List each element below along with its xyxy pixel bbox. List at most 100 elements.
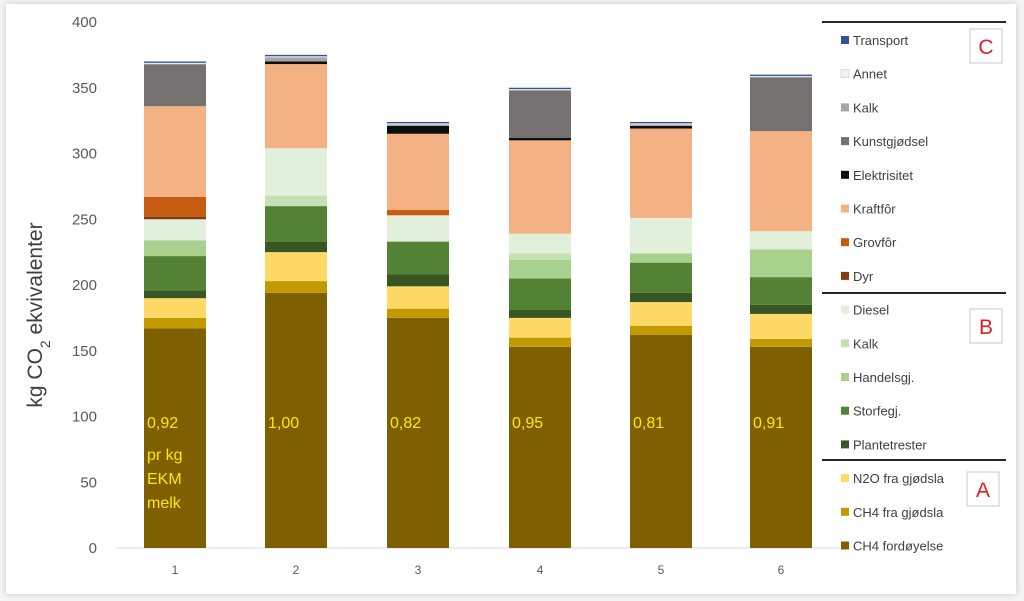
bar-segment	[387, 241, 449, 275]
bar-segment	[144, 317, 206, 329]
bar-segment	[387, 125, 449, 134]
bar-segment	[265, 61, 327, 65]
legend-label: Transport	[853, 33, 909, 48]
legend-label: CH4 fordøyelse	[853, 539, 943, 554]
bar-segment	[264, 55, 328, 58]
group-label: B	[979, 316, 993, 339]
legend-label: Elektrisitet	[853, 168, 913, 183]
bar-segment	[630, 325, 692, 335]
legend-swatch	[841, 406, 849, 415]
legend-swatch	[841, 440, 849, 449]
y-tick-label: 350	[72, 80, 97, 97]
bar-segment	[630, 124, 692, 126]
y-tick-label: 400	[72, 14, 97, 31]
bar-segment	[387, 274, 449, 287]
bar-segment	[630, 217, 692, 254]
bar-segment	[387, 133, 449, 211]
y-tick-label: 150	[72, 343, 97, 360]
y-tick-label: 250	[72, 211, 97, 228]
legend-label: N2O fra gjødsla	[853, 471, 945, 486]
x-tick-label: 6	[778, 563, 785, 577]
bar-annotation: 0,92	[147, 415, 178, 432]
bar-segment	[630, 334, 692, 548]
bar-segment	[630, 128, 692, 218]
y-tick-label: 0	[89, 540, 97, 557]
bar-segment	[387, 215, 449, 242]
bar-segment	[265, 292, 327, 548]
legend-label: Dyr	[853, 269, 874, 284]
bar-segment	[750, 249, 812, 278]
legend-label: Diesel	[853, 303, 889, 318]
legend: Transport Annet Kalk Kunstgjødsel Elektrisit…	[822, 21, 1006, 554]
legend-label: Kunstgjødsel	[853, 134, 928, 149]
bar-segment	[749, 75, 813, 78]
bar-segment	[750, 304, 812, 314]
bar-segment	[509, 317, 571, 338]
legend-label: Plantetrester	[853, 437, 927, 452]
bar-segment	[144, 256, 206, 291]
bar-annotation: 0,95	[512, 415, 543, 432]
legend-swatch	[841, 339, 849, 348]
group-label-box	[969, 308, 1003, 344]
legend-swatch	[841, 238, 849, 247]
bar-annotation: 0,82	[390, 415, 421, 432]
bar-segment	[750, 131, 812, 232]
y-tick-label: 50	[80, 474, 97, 491]
bar-segment	[509, 278, 571, 310]
legend-swatch	[841, 36, 849, 44]
bar-segment	[509, 87, 571, 90]
bar-segment	[750, 74, 812, 76]
legend-swatch	[841, 474, 849, 483]
legend-swatch	[841, 204, 849, 213]
bar-segment	[265, 281, 327, 293]
bar-annotation: 0,91	[753, 415, 784, 432]
bar-segment	[265, 241, 327, 253]
bar-segment	[144, 290, 206, 299]
legend-label: CH4 fra gjødsla	[853, 505, 944, 520]
bar-segment	[387, 286, 449, 309]
bar-segment	[750, 313, 812, 339]
bar-segment	[630, 125, 692, 129]
annotation-note: EKM	[147, 471, 182, 488]
legend-swatch	[841, 271, 849, 280]
bar-segment	[387, 124, 449, 126]
legend-label: Handelsgj.	[853, 370, 914, 385]
bar-segment	[144, 64, 206, 107]
bar-segment	[509, 260, 571, 279]
bar-segment	[265, 252, 327, 282]
bar-segment	[387, 317, 449, 548]
bar-segment	[387, 121, 449, 124]
bars	[143, 54, 813, 548]
bar-segment	[509, 90, 571, 138]
bar-segment	[144, 219, 206, 241]
legend-swatch	[841, 507, 849, 516]
group-label: A	[976, 479, 990, 502]
legend-swatch	[841, 305, 849, 314]
bar-segment	[144, 196, 206, 217]
bar-segment	[387, 210, 449, 216]
bar-segment	[630, 121, 692, 124]
bar-segment	[144, 298, 206, 318]
bar-segment	[750, 231, 812, 250]
legend-label: Annet	[853, 67, 887, 82]
bar-segment	[750, 77, 812, 132]
bar-segment	[265, 57, 327, 62]
bar-segment	[265, 64, 327, 149]
legend-label: Kalk	[853, 100, 879, 115]
bar-segment	[508, 88, 572, 91]
bar-segment	[630, 302, 692, 326]
bar-segment	[509, 337, 571, 347]
bar-segment	[509, 346, 571, 548]
bar-segment	[629, 123, 693, 125]
bar-segment	[509, 309, 571, 318]
y-tick-label: 200	[72, 277, 97, 294]
group-label-box	[969, 28, 1003, 64]
legend-swatch	[841, 103, 849, 112]
legend-label: Grovfôr	[853, 235, 897, 250]
x-tick-label: 4	[537, 563, 544, 577]
bar-segment	[750, 346, 812, 548]
x-tick-label: 1	[172, 563, 179, 577]
bar-segment	[509, 233, 571, 254]
bar-segment	[630, 253, 692, 263]
